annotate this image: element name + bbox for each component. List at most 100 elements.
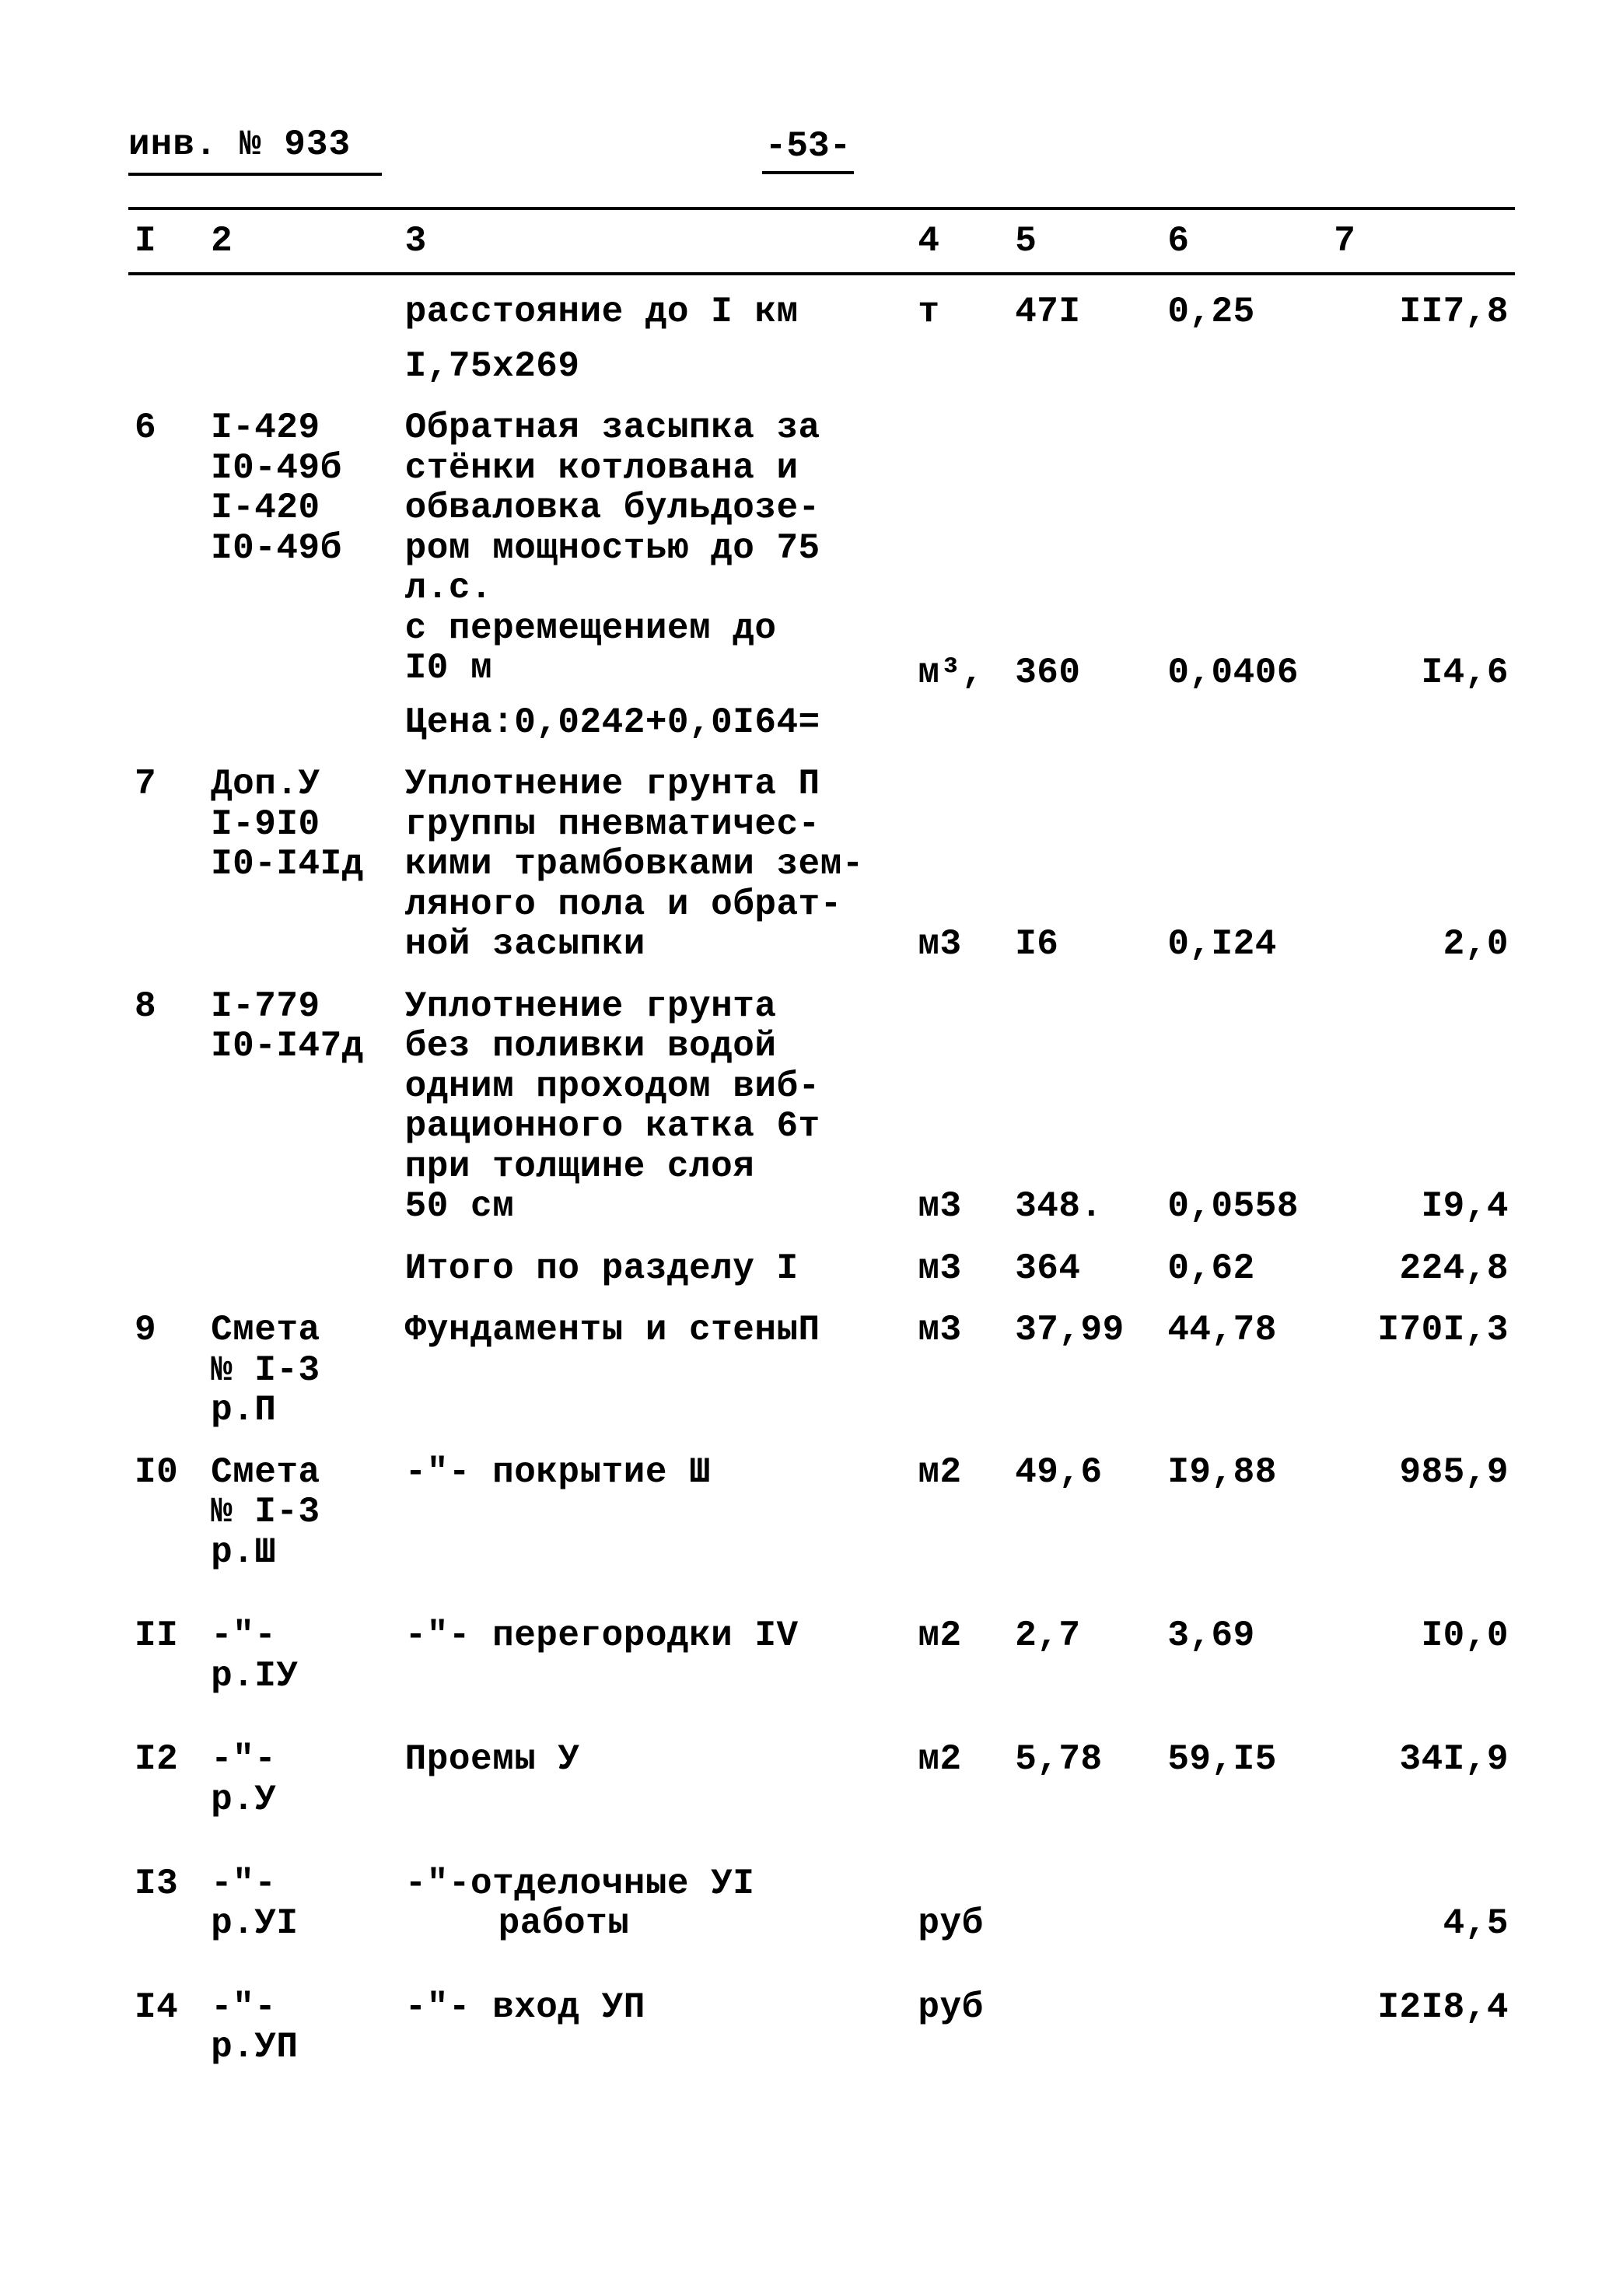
code-line: р.Ш [211, 1533, 393, 1573]
cell-total: I4,6 [1327, 391, 1515, 747]
code-line: № I-3 [211, 1493, 393, 1533]
cell-code: I-779 I0-I47д [205, 970, 399, 1232]
table-row: I2 -"- р.У Проемы У м2 5,78 59,I5 34I,9 [128, 1701, 1515, 1825]
cell-num: 7 [128, 747, 205, 970]
table-row: II -"- р.IУ -"- перегородки IV м2 2,7 3,… [128, 1577, 1515, 1701]
page-number-wrap: -53- [0, 126, 1616, 174]
code-line: Доп.У [211, 765, 393, 805]
cell-desc: расстояние до I км I,75х269 [399, 274, 912, 391]
desc-line: I0 м [405, 649, 906, 689]
table-row: I3 -"- р.УI -"-отделочные УI работы руб … [128, 1825, 1515, 1949]
table-row: 7 Доп.У I-9I0 I0-I4Iд Уплотнение грунта … [128, 747, 1515, 970]
cell-unit: м2 [911, 1577, 1009, 1701]
code-line: I0-49б [211, 449, 393, 489]
table-header-row: I 2 3 4 5 6 7 [128, 208, 1515, 274]
code-line: Смета [211, 1311, 393, 1351]
col-3-header: 3 [399, 208, 912, 274]
table-row: 8 I-779 I0-I47д Уплотнение грунта без по… [128, 970, 1515, 1232]
cell-total: 2,0 [1327, 747, 1515, 970]
cell-price: 0,I24 [1161, 747, 1327, 970]
desc-line: ром мощностью до 75 л.с. [405, 529, 906, 609]
cell-price [1161, 1949, 1327, 2073]
cell-total: I0,0 [1327, 1577, 1515, 1701]
col-7-header: 7 [1327, 208, 1515, 274]
cell-num: II [128, 1577, 205, 1701]
desc-line: Уплотнение грунта П [405, 765, 906, 805]
cell-qty: 49,6 [1009, 1436, 1161, 1578]
cell-total: 34I,9 [1327, 1701, 1515, 1825]
cell-qty: 2,7 [1009, 1577, 1161, 1701]
cell-num: 9 [128, 1293, 205, 1436]
cell-qty [1009, 1825, 1161, 1949]
cell-num [128, 274, 205, 391]
desc-line: ляного пола и обрат- [405, 885, 906, 926]
cell-unit: м3 [911, 970, 1009, 1232]
cell-code: -"- р.УП [205, 1949, 399, 2073]
col-5-header: 5 [1009, 208, 1161, 274]
cell-code: I-429 I0-49б I-420 I0-49б [205, 391, 399, 747]
estimate-table: I 2 3 4 5 6 7 расстояние до I км I,75х26… [128, 207, 1515, 2073]
table-row: 9 Смета № I-3 р.П Фундаменты и стеныП м3… [128, 1293, 1515, 1436]
cell-code: Смета № I-3 р.Ш [205, 1436, 399, 1578]
cell-code: -"- р.У [205, 1701, 399, 1825]
desc-line: -"-отделочные УI [405, 1864, 906, 1905]
code-line: -"- [211, 1864, 393, 1905]
cell-total: II7,8 [1327, 274, 1515, 391]
code-line: р.П [211, 1391, 393, 1431]
code-line: I0-I4Iд [211, 845, 393, 885]
cell-desc: Итого по разделу I [399, 1232, 912, 1294]
cell-desc: Обратная засыпка за стёнки котлована и о… [399, 391, 912, 747]
document-page: -53- инв. № 933 I 2 3 4 5 6 7 [0, 0, 1616, 2296]
cell-code: -"- р.УI [205, 1825, 399, 1949]
desc-line: обваловка бульдозе- [405, 488, 906, 529]
cell-unit: м3 [911, 747, 1009, 970]
cell-qty: 5,78 [1009, 1701, 1161, 1825]
cell-code [205, 1232, 399, 1294]
code-line: I-779 [211, 987, 393, 1027]
cell-qty: 37,99 [1009, 1293, 1161, 1436]
desc-extra: Цена:0,0242+0,0I64= [405, 689, 906, 744]
cell-total: 224,8 [1327, 1232, 1515, 1294]
cell-unit: м3 [911, 1293, 1009, 1436]
cell-total: 985,9 [1327, 1436, 1515, 1578]
cell-desc: -"- вход УП [399, 1949, 912, 2073]
code-line: I-420 [211, 488, 393, 529]
cell-unit: м3 [911, 1232, 1009, 1294]
desc-line: работы [405, 1904, 906, 1944]
table-row: I4 -"- р.УП -"- вход УП руб I2I8,4 [128, 1949, 1515, 2073]
cell-desc: Уплотнение грунта П группы пневматичес- … [399, 747, 912, 970]
code-line: I-9I0 [211, 805, 393, 845]
code-line: № I-3 [211, 1351, 393, 1391]
cell-num: I0 [128, 1436, 205, 1578]
code-line: р.УП [211, 2028, 393, 2068]
table-row: 6 I-429 I0-49б I-420 I0-49б Обратная зас… [128, 391, 1515, 747]
cell-qty: I6 [1009, 747, 1161, 970]
cell-unit: т [911, 274, 1009, 391]
desc-line: Обратная засыпка за [405, 408, 906, 449]
cell-qty: 348. [1009, 970, 1161, 1232]
cell-desc: -"-отделочные УI работы [399, 1825, 912, 1949]
cell-unit: м2 [911, 1436, 1009, 1578]
desc-line: при толщине слоя [405, 1147, 906, 1188]
cell-qty: 364 [1009, 1232, 1161, 1294]
cell-unit: м2 [911, 1701, 1009, 1825]
cell-total: I70I,3 [1327, 1293, 1515, 1436]
col-2-header: 2 [205, 208, 399, 274]
table-row: I0 Смета № I-3 р.Ш -"- покрытие Ш м2 49,… [128, 1436, 1515, 1578]
desc-line: одним проходом виб- [405, 1067, 906, 1108]
col-1-header: I [128, 208, 205, 274]
cell-desc: Проемы У [399, 1701, 912, 1825]
cell-code: -"- р.IУ [205, 1577, 399, 1701]
cell-price: 0,0558 [1161, 970, 1327, 1232]
cell-total: I2I8,4 [1327, 1949, 1515, 2073]
code-line: р.У [211, 1780, 393, 1821]
code-line: р.УI [211, 1904, 393, 1944]
cell-total: 4,5 [1327, 1825, 1515, 1949]
cell-desc: -"- перегородки IV [399, 1577, 912, 1701]
cell-price: I9,88 [1161, 1436, 1327, 1578]
desc-line: стёнки котлована и [405, 449, 906, 489]
cell-desc: -"- покрытие Ш [399, 1436, 912, 1578]
cell-unit: м³, [911, 391, 1009, 747]
code-line: Смета [211, 1453, 393, 1493]
code-line: I0-I47д [211, 1027, 393, 1067]
